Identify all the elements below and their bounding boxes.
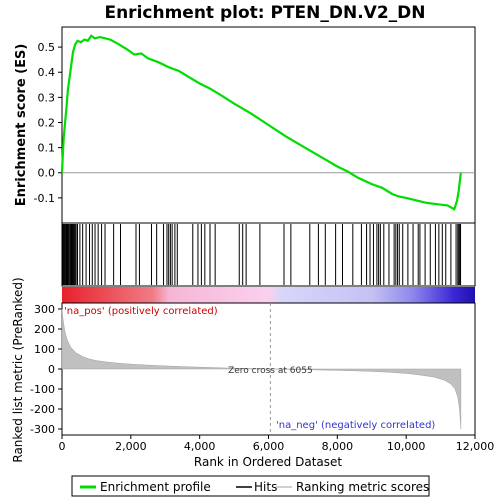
es-tick-label: -0.1 <box>34 192 55 205</box>
metric-axis-label: Ranked list metric (PreRanked) <box>11 277 25 462</box>
legend-metric-label: Ranking metric scores <box>296 480 429 494</box>
hits-group <box>62 224 462 285</box>
enrichment-profile-line <box>60 34 462 211</box>
x-tick-label: 2,000 <box>115 440 147 453</box>
x-tick-label: 6,000 <box>253 440 285 453</box>
x-tick-label: 4,000 <box>184 440 216 453</box>
es-axis: -0.1 0.0 0.1 0.2 0.3 0.4 0.5 <box>34 41 62 205</box>
hits-panel <box>61 222 476 287</box>
x-tick-label: 12,000 <box>456 440 495 453</box>
metric-tick-label: 200 <box>34 323 55 336</box>
es-tick-label: 0.4 <box>38 66 56 79</box>
es-tick-label: 0.0 <box>38 167 56 180</box>
legend-hits-label: Hits <box>254 480 277 494</box>
es-tick-label: 0.1 <box>38 142 56 155</box>
x-tick-label: 0 <box>59 440 66 453</box>
es-axis-label: Enrichment score (ES) <box>14 44 29 207</box>
chart-title: Enrichment plot: PTEN_DN.V2_DN <box>104 3 425 23</box>
metric-tick-label: 300 <box>34 303 55 316</box>
x-axis: 0 2,000 4,000 6,000 8,000 10,000 12,000 <box>59 435 495 453</box>
pos-label: 'na_pos' (positively correlated) <box>64 306 218 317</box>
metric-tick-label: -200 <box>30 403 55 416</box>
ranking-metric-area <box>61 308 462 430</box>
x-tick-label: 10,000 <box>387 440 426 453</box>
es-tick-label: 0.2 <box>38 116 56 129</box>
legend-box <box>71 475 430 497</box>
rank-color-bar <box>62 287 475 303</box>
x-axis-label: Rank in Ordered Dataset <box>194 455 342 469</box>
metric-tick-label: -300 <box>30 423 55 436</box>
neg-label: 'na_neg' (negatively correlated) <box>276 420 435 431</box>
metric-tick-label: 0 <box>48 363 55 376</box>
legend-profile-label: Enrichment profile <box>100 480 211 494</box>
metric-tick-label: 100 <box>34 343 55 356</box>
metric-tick-label: -100 <box>30 383 55 396</box>
x-tick-label: 8,000 <box>322 440 354 453</box>
es-tick-label: 0.5 <box>38 41 56 54</box>
zero-cross-label: Zero cross at 6055 <box>228 366 313 376</box>
es-tick-label: 0.3 <box>38 91 56 104</box>
metric-axis: -300 -200 -100 0 100 200 300 <box>30 303 62 436</box>
